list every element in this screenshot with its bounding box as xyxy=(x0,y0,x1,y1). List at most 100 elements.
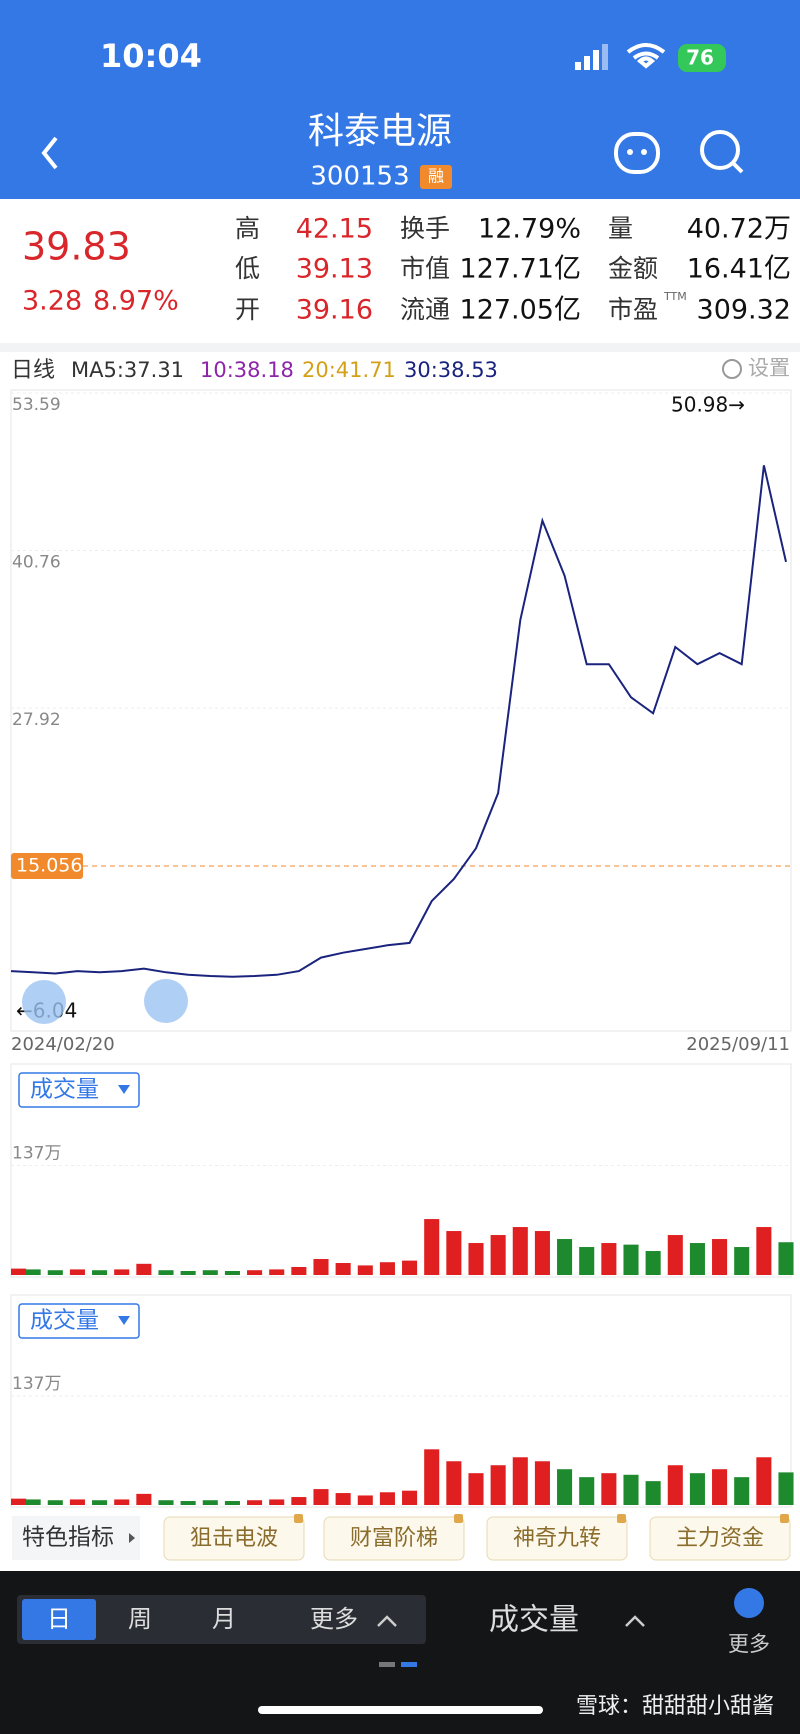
robot-button[interactable] xyxy=(614,132,660,174)
period-tab-labels: 日 周 月 更多 xyxy=(47,1605,358,1633)
reference-label-bg xyxy=(11,853,83,880)
indicator-chips: 狙击电波 财富阶梯 神奇九转 主力资金 xyxy=(163,1514,791,1561)
volume-bar xyxy=(313,1489,329,1505)
separator xyxy=(0,343,800,352)
volume-bar xyxy=(579,1477,595,1505)
volume-bar xyxy=(202,1500,218,1505)
period-tab[interactable]: 周 xyxy=(128,1605,152,1633)
volume-bar xyxy=(180,1271,196,1275)
volume-bar xyxy=(756,1227,772,1275)
lock-icon xyxy=(454,1514,463,1523)
y-tick-label: 53.59 xyxy=(12,395,61,415)
more-icon[interactable] xyxy=(734,1588,764,1618)
stock-code: 300153 xyxy=(310,162,409,192)
volume-bar xyxy=(114,1269,130,1275)
indicator-chip-label: 神奇九转 xyxy=(513,1526,601,1551)
indicator-chip[interactable] xyxy=(163,1516,305,1561)
stock-name: 科泰电源 xyxy=(308,111,452,152)
volume-bar xyxy=(92,1270,108,1275)
volume-bar xyxy=(224,1501,240,1505)
tabs-expand[interactable] xyxy=(377,1615,397,1627)
volume-bar xyxy=(734,1247,750,1275)
indicator-switch[interactable]: 成交量 xyxy=(489,1603,579,1638)
stat-value: 127.05亿 xyxy=(460,295,581,326)
indicator-expand[interactable] xyxy=(625,1615,645,1627)
ma-item: 20:41.71 xyxy=(302,358,396,382)
volume-bar xyxy=(490,1465,506,1505)
max-label: 50.98→ xyxy=(671,393,745,417)
volume-bar xyxy=(313,1259,329,1275)
indicator-label[interactable]: 特色指标 xyxy=(22,1525,114,1551)
price-change: 3.28 xyxy=(22,286,82,317)
settings-icon[interactable] xyxy=(722,359,742,379)
volume-bar xyxy=(579,1247,595,1275)
volume-bar xyxy=(224,1271,240,1275)
zoom-button xyxy=(22,980,66,1024)
stat-sup: TTM xyxy=(663,290,687,303)
search-button[interactable] xyxy=(700,130,744,174)
back-button[interactable] xyxy=(41,136,58,170)
stat-value: 40.72万 xyxy=(687,214,791,245)
volume-bar xyxy=(712,1239,728,1275)
stat-label: 量 xyxy=(608,214,633,243)
volume-bar xyxy=(689,1473,705,1505)
volume-bar xyxy=(623,1474,639,1505)
y-tick-label: 27.92 xyxy=(12,710,61,730)
volume-bar xyxy=(158,1500,174,1505)
volume-bar xyxy=(712,1469,728,1505)
volume-bar xyxy=(136,1263,152,1275)
volume-bar xyxy=(69,1499,85,1505)
indicator-chip-label: 财富阶梯 xyxy=(350,1526,438,1551)
volume-bar xyxy=(357,1495,373,1505)
volume-bar xyxy=(180,1501,196,1505)
volume-bar xyxy=(490,1235,506,1275)
more-button[interactable]: 更多 xyxy=(728,1632,770,1656)
volume-bar xyxy=(291,1497,307,1505)
stat-label: 换手 xyxy=(400,214,450,243)
period-tab[interactable]: 月 xyxy=(212,1605,236,1633)
volume-bar xyxy=(402,1490,418,1505)
volume-bar xyxy=(424,1449,440,1505)
indicator-chip[interactable] xyxy=(323,1516,465,1561)
signal-icon xyxy=(575,44,608,70)
settings[interactable]: 设置 xyxy=(748,356,790,380)
volume-bar xyxy=(557,1239,573,1275)
zoom-button xyxy=(144,979,188,1023)
period-tab[interactable]: 更多 xyxy=(310,1605,358,1633)
indicator-chip[interactable] xyxy=(649,1516,791,1561)
ma-item: MA5:37.31 xyxy=(71,358,184,382)
volume-bar xyxy=(379,1262,395,1275)
price-change-pct: 8.97% xyxy=(93,286,179,317)
ma-item: 10:38.18 xyxy=(200,358,294,382)
volume-title: 成交量 xyxy=(30,1308,99,1334)
y-tick-label: 137万 xyxy=(12,1144,61,1164)
stat-value: 309.32 xyxy=(697,295,791,326)
volume-bar xyxy=(645,1481,661,1505)
x-start-label: 2024/02/20 xyxy=(11,1034,115,1055)
volume-selector xyxy=(18,1072,140,1108)
volume-selector xyxy=(18,1303,140,1339)
volume-bar xyxy=(623,1244,639,1275)
stat-value: 42.15 xyxy=(296,214,373,245)
volume-frame xyxy=(10,1294,792,1508)
volume-frame xyxy=(10,1063,792,1278)
indicator-chip[interactable] xyxy=(486,1516,628,1561)
stat-value: 16.41亿 xyxy=(687,254,791,285)
stat-value: 127.71亿 xyxy=(460,254,581,285)
volume-bar xyxy=(11,1498,27,1505)
page-dot xyxy=(379,1662,395,1667)
battery-level: 76 xyxy=(686,46,714,70)
y-tick-label: 40.76 xyxy=(12,553,61,573)
volume-bar xyxy=(512,1227,528,1275)
stat-value: 12.79% xyxy=(478,214,581,245)
volume-bar xyxy=(136,1493,152,1505)
volume-bar xyxy=(47,1270,63,1275)
indicator-chip-label: 主力资金 xyxy=(676,1526,764,1551)
battery-icon xyxy=(678,44,726,72)
period-tabs xyxy=(17,1595,426,1644)
volume-bar xyxy=(202,1270,218,1275)
home-indicator xyxy=(258,1706,543,1714)
period-tab[interactable]: 日 xyxy=(47,1605,71,1633)
lock-icon xyxy=(294,1514,303,1523)
